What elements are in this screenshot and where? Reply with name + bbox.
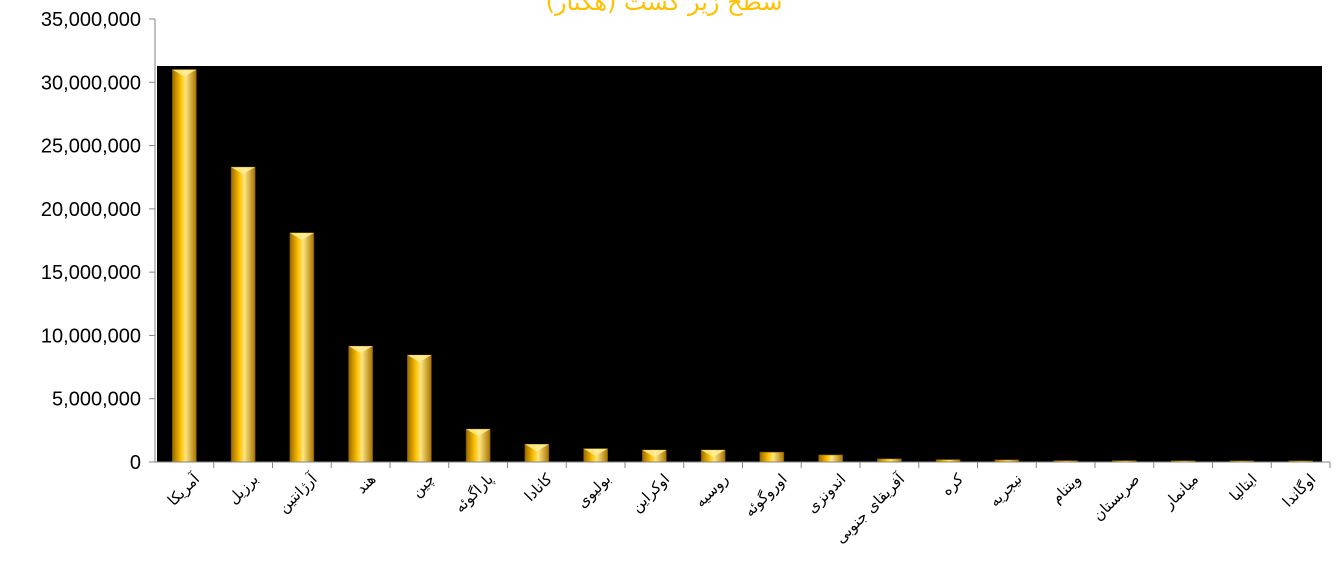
- bar: [172, 69, 197, 463]
- x-tick-label: صربستان: [1089, 470, 1143, 524]
- x-tick-label: چین: [408, 470, 439, 501]
- bar: [759, 451, 785, 463]
- x-tick-label: برزیل: [224, 470, 262, 508]
- x-tick-label: کانادا: [521, 469, 556, 504]
- bar: [348, 345, 373, 463]
- x-tick-label: اوکراین: [628, 470, 674, 516]
- bar-highlight: [466, 429, 491, 437]
- x-tick-label: آمریکا: [164, 470, 204, 510]
- x-tick-label: نیجریه: [985, 470, 1025, 510]
- bar-highlight: [407, 355, 432, 363]
- chart-title: سطح زیر کشت (هکتار): [546, 0, 783, 16]
- bar: [407, 354, 432, 463]
- y-tick-label: 30,000,000: [41, 72, 141, 94]
- x-tick-label: کره: [938, 469, 968, 499]
- y-tick-label: 25,000,000: [41, 136, 141, 158]
- y-tick-label: 5,000,000: [52, 389, 141, 411]
- x-tick-label: بولیوی: [573, 470, 614, 511]
- x-tick-label: میانمار: [1159, 470, 1202, 513]
- y-tick-label: 35,000,000: [41, 9, 141, 31]
- y-tick-label: 15,000,000: [41, 262, 141, 284]
- bar: [230, 166, 256, 463]
- bar: [818, 454, 843, 463]
- x-tick-label: اوروگوئه: [740, 470, 790, 520]
- bar-highlight: [172, 69, 197, 77]
- bar: [289, 232, 315, 463]
- x-tick-label: اوگاندا: [1279, 470, 1320, 511]
- x-tick-label: ویتنام: [1047, 470, 1084, 507]
- x-tick-label: آرژانتین: [274, 470, 321, 517]
- y-tick-label: 20,000,000: [41, 199, 141, 221]
- x-tick-label: اندونزی: [803, 470, 849, 516]
- x-tick-label: روسیه: [691, 470, 732, 511]
- bar-highlight: [348, 346, 373, 354]
- x-tick-label: هند: [352, 470, 379, 497]
- bar-highlight: [583, 448, 608, 456]
- plot-area: [157, 66, 1322, 462]
- y-tick-label: 10,000,000: [41, 325, 141, 347]
- bar-highlight: [642, 449, 667, 457]
- bar-highlight: [231, 167, 256, 175]
- y-tick-label: 0: [130, 452, 141, 474]
- x-tick-label: پاراگوئه: [451, 470, 498, 517]
- bar-highlight: [524, 444, 549, 452]
- x-tick-label: ایتالیا: [1226, 470, 1261, 505]
- bar-highlight: [701, 449, 726, 457]
- bar-highlight: [289, 232, 314, 240]
